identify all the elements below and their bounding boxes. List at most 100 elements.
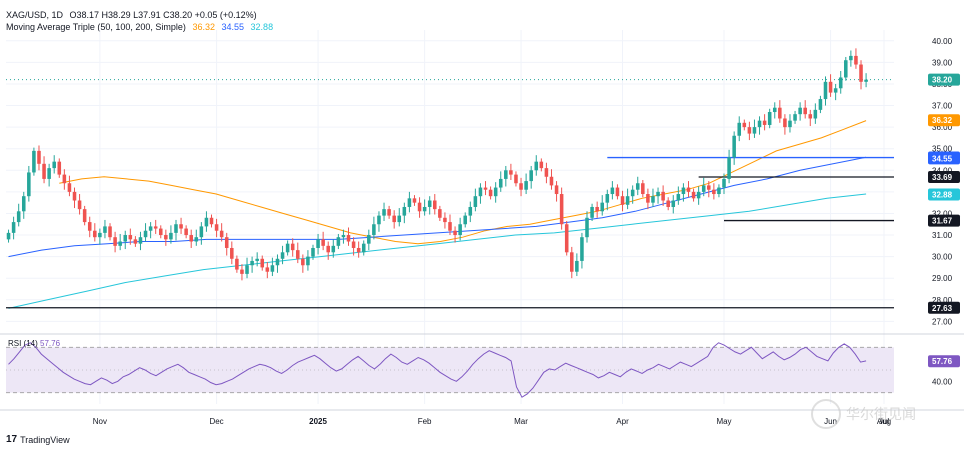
candle-body (407, 198, 412, 207)
candle-body (712, 189, 716, 195)
candle-body (524, 181, 528, 190)
y-tick-label: 28.00 (932, 296, 953, 305)
candle-body (103, 226, 107, 233)
candle-body (605, 194, 610, 203)
candle-body (316, 239, 320, 248)
candle-body (813, 109, 818, 119)
candle-body (377, 215, 381, 225)
candle-body (346, 235, 351, 242)
candle-body (11, 222, 16, 233)
y-tick-label: 40.00 (932, 37, 953, 46)
candle-body (767, 112, 772, 125)
rsi-label: RSI (14) 57.76 (8, 339, 61, 348)
candle-body (554, 185, 559, 195)
candle-body (164, 235, 168, 240)
candle-body (747, 127, 752, 134)
candle-body (174, 224, 178, 233)
candle-body (849, 55, 853, 61)
price-tag-bg (928, 152, 960, 165)
grid (6, 30, 894, 404)
candle-body (219, 230, 224, 238)
y-tick-label: 31.00 (932, 231, 953, 240)
rsi-axis-label: 40.00 (932, 377, 953, 386)
horizontal-levels (6, 79, 894, 309)
candle-body (189, 235, 193, 242)
candle-body (341, 235, 346, 238)
candle-body (854, 55, 858, 65)
candle-body (240, 269, 244, 274)
candle-body (67, 183, 72, 192)
candle-body (493, 187, 498, 197)
candle-body (133, 239, 138, 244)
candle-body (534, 161, 539, 171)
candle-body (717, 187, 721, 195)
candle-body (16, 211, 21, 223)
candle-body (498, 178, 503, 188)
candle-body (549, 176, 554, 186)
candle-body (838, 77, 843, 89)
candle-body (397, 215, 402, 223)
candle-body (47, 168, 51, 179)
candle-body (422, 206, 427, 212)
candle-body (788, 120, 792, 128)
candle-body (727, 157, 731, 179)
candle-body (72, 191, 77, 201)
candle-body (32, 150, 36, 173)
candle-body (260, 258, 265, 268)
candle-body (108, 226, 112, 238)
candle-body (230, 247, 234, 259)
price-tag-label: 34.55 (932, 154, 953, 163)
candle-body (686, 187, 691, 192)
candle-body (402, 206, 407, 216)
candle-body (676, 194, 681, 201)
candle-body (427, 200, 432, 207)
watermark-logo: 华尔街见闻 (811, 399, 916, 429)
y-tick-label: 39.00 (932, 58, 953, 67)
candle-body (285, 243, 290, 253)
candle-body (438, 209, 442, 218)
y-tick-label: 27.00 (932, 317, 953, 326)
candle-body (514, 174, 518, 184)
brand-label: TradingView (20, 434, 70, 445)
tradingview-logo: 17 TradingView (6, 434, 70, 445)
candle-body (77, 200, 82, 210)
candle-body (625, 196, 630, 205)
candle-body (752, 127, 757, 134)
candle-body (280, 252, 285, 259)
watermark-text: 华尔街见闻 (846, 406, 916, 422)
candle-body (453, 230, 457, 236)
candle-body (681, 187, 686, 195)
ohlc-label: O38.17 H38.29 L37.91 C38.20 +0.05 (+0.12… (69, 10, 257, 20)
candle-body (793, 114, 797, 121)
candle-body (194, 237, 199, 242)
price-tag-bg (928, 301, 960, 314)
candle-body (585, 217, 589, 238)
price-tag-bg (928, 214, 960, 227)
candle-body (295, 250, 300, 259)
candle-body (412, 198, 417, 203)
y-tick-label: 29.00 (932, 274, 953, 283)
rsi-line (8, 342, 867, 398)
candle-body (113, 237, 117, 246)
candle-body (311, 247, 315, 257)
tradingview-icon: 17 (6, 434, 18, 445)
candle-body (235, 258, 239, 270)
candle-body (128, 235, 133, 240)
candle-body (844, 60, 848, 78)
x-tick-label: Nov (93, 417, 107, 426)
candle-body (153, 226, 158, 229)
candle-body (204, 217, 209, 227)
candle-body (372, 224, 376, 236)
candle-body (463, 215, 467, 225)
symbol-header: XAG/USD, 1D O38.17 H38.29 L37.91 C38.20 … (6, 10, 261, 20)
candle-body (641, 183, 645, 195)
ma200-line (8, 193, 867, 309)
candle-body (184, 228, 188, 236)
candle-body (757, 120, 762, 128)
candle-body (250, 260, 254, 266)
candle-body (468, 206, 473, 216)
candle-body (864, 79, 868, 82)
price-tag-bg (928, 114, 960, 127)
